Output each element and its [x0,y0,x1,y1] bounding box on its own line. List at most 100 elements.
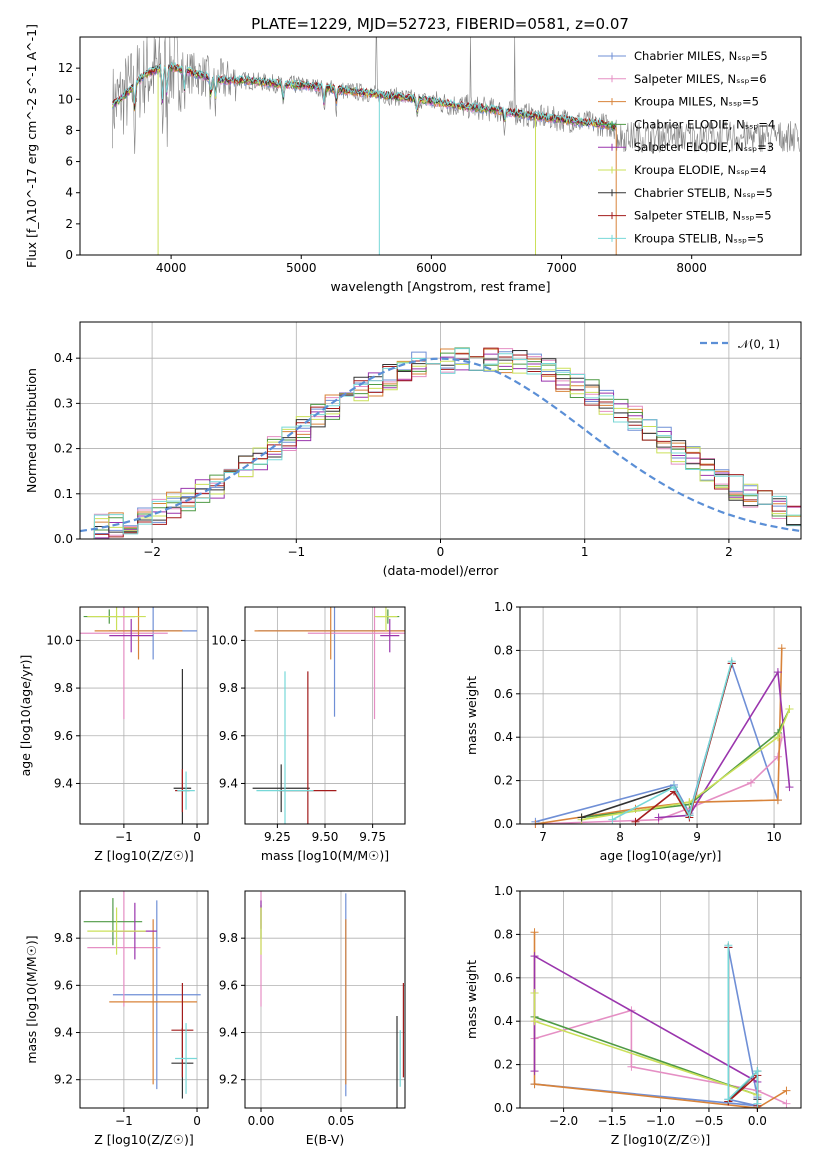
axes-border [519,606,802,825]
x-tick-label: 0.0 [748,1114,767,1128]
x-axis-label: mass [log10(M/M☉)] [261,848,389,863]
x-tick-label: −2.0 [549,1114,578,1128]
axes-border [244,890,406,1109]
axes-border [79,36,802,256]
legend-label: 𝒩(0, 1) [738,337,780,351]
axes-frame: 0.00 0.05 9.2 9.4 9.6 9.8 E(B-V) [219,890,406,1147]
legend-label: Chabrier MILES, Nₛₛₚ=5 [634,49,768,63]
y-tick-label: 0.2 [494,1058,513,1072]
y-tick-label: 9.4 [219,1026,238,1040]
y-tick-label: 9.8 [54,931,73,945]
normal-curve-line [80,357,801,533]
spectrum-legend: Chabrier MILES, Nₛₛₚ=5 Salpeter MILES, Nₛ… [598,49,775,245]
figure-title: PLATE=1229, MJD=52723, FIBERID=0581, z=0… [251,15,629,33]
y-tick-label: 9.8 [219,681,238,695]
errorbar-kroupa-elodie [87,907,146,955]
y-tick-label: 0.3 [54,396,73,410]
x-tick-label: −0.5 [694,1114,723,1128]
x-tick-label: −1 [115,1114,133,1128]
axes-frame: −1 0 9.4 9.6 9.8 10.0 Z [log10(Z/Z☉)] age [log1… [18,606,209,863]
x-tick-label: 8000 [676,261,707,275]
series-line [581,708,791,821]
x-axis-label: Z [log10(Z/Z☉)] [611,1132,711,1147]
panel-age-vs-metallicity: −1 0 9.4 9.6 9.8 10.0 Z [log10(Z/Z☉)] age [log1… [18,606,209,863]
y-tick-label: 9.4 [54,1026,73,1040]
panel-residuals: 𝒩(0, 1) −2 −1 0 1 2 0.0 0.1 0.2 0.3 0.4 (data-model… [24,321,802,578]
y-axis-label: Flux [f_λ10^-17 erg cm^-2 s^-1 A^-1] [24,24,39,268]
y-tick-label: 9.4 [54,776,73,790]
plot-area: Chabrier MILES, Nₛₛₚ=5 Salpeter MILES, Nₛ… [112,37,800,255]
y-axis-label: Normed distribution [24,368,39,493]
errorbar-salpeter-stelib [171,982,194,1078]
y-tick-label: 2 [65,217,73,231]
x-tick-label: 0.00 [248,1114,275,1128]
y-tick-label: 9.8 [219,931,238,945]
x-tick-label: 0 [193,830,201,844]
series-kroupa-stelib [724,941,762,1108]
y-tick-label: 10.0 [211,633,238,647]
x-tick-label: −1 [287,545,305,559]
x-tick-label: 0 [193,1114,201,1128]
y-axis-label: mass [log10(M/M☉)] [24,935,39,1063]
y-tick-label: 0.6 [494,971,513,985]
errorbar-salpeter-miles [87,891,161,1007]
y-tick-label: 0.1 [54,487,73,501]
model-line-kroupa-stelib [112,61,616,128]
errorbar-kroupa-miles [94,607,183,660]
x-tick-label: 0.05 [328,1114,355,1128]
y-tick-label: 0.8 [494,643,513,657]
histogram-kroupa-elodie [80,356,801,539]
y-tick-label: 9.2 [219,1073,238,1087]
model-line-chabrier-stelib [112,64,616,129]
y-tick-label: 0.0 [494,817,513,831]
y-axis-label: age [log10(age/yr)] [18,655,33,777]
histogram-kroupa-stelib [80,348,801,539]
legend-label: Salpeter STELIB, Nₛₛₚ=5 [634,209,772,223]
panel-mass-vs-extinction: 0.00 0.05 9.2 9.4 9.6 9.8 E(B-V) [219,890,406,1147]
y-axis-label: mass weight [464,960,479,1039]
y-tick-label: 12 [58,61,73,75]
plot-area [260,891,404,1108]
histogram-lines [80,347,801,539]
x-tick-label: −1.0 [646,1114,675,1128]
x-tick-label: 2 [725,545,733,559]
x-axis-label: E(B-V) [306,1132,345,1147]
y-axis-label: mass weight [464,676,479,755]
legend-label: Salpeter MILES, Nₛₛₚ=6 [634,72,767,86]
spectrum-lines [112,37,800,255]
x-axis-label: wavelength [Angstrom, rest frame] [330,279,550,294]
y-tick-label: 0.6 [494,687,513,701]
observed-spectrum-line [112,37,800,154]
y-tick-label: 0.4 [494,730,513,744]
legend-label: Salpeter ELODIE, Nₛₛₚ=3 [634,140,774,154]
errorbar-salpeter-elodie [380,618,400,653]
x-tick-label: 8 [616,830,624,844]
x-tick-label: −2 [143,545,161,559]
axes-border [79,890,209,1109]
y-tick-label: 9.4 [219,776,238,790]
x-tick-label: −1.5 [597,1114,626,1128]
y-tick-label: 0.2 [494,774,513,788]
y-tick-label: 9.2 [54,1073,73,1087]
series-line [658,669,791,819]
x-axis-label: (data-model)/error [383,563,500,578]
errorbar-chabrier-stelib [252,764,310,813]
errorbar-kroupa-stelib [256,671,314,824]
y-tick-label: 4 [65,186,73,200]
panel-spectrum: Chabrier MILES, Nₛₛₚ=5 Salpeter MILES, Nₛ… [24,24,802,294]
x-tick-label: 10 [766,830,781,844]
y-tick-label: 1.0 [494,884,513,898]
errorbar-kroupa-elodie [87,607,146,631]
x-tick-label: 1 [581,545,589,559]
errorbar-chabrier-miles [112,900,201,1090]
y-tick-label: 0.0 [54,532,73,546]
x-tick-label: 9.75 [359,830,386,844]
legend-label: Kroupa MILES, Nₛₛₚ=5 [634,95,759,109]
x-tick-label: 7 [539,830,547,844]
y-tick-label: 1.0 [494,600,513,614]
axes-frame: −1 0 9.2 9.4 9.6 9.8 Z [log10(Z/Z☉)] mass [log1… [24,890,209,1147]
axes-frame: −2.0 −1.5 −1.0 −0.5 0.0 0.0 0.2 0.4 0.6 0.8 1.0 Z [… [464,884,802,1147]
y-tick-label: 9.6 [219,729,238,743]
x-tick-label: 7000 [546,261,577,275]
